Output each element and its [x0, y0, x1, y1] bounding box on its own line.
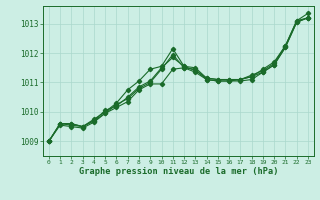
X-axis label: Graphe pression niveau de la mer (hPa): Graphe pression niveau de la mer (hPa) [79, 167, 278, 176]
